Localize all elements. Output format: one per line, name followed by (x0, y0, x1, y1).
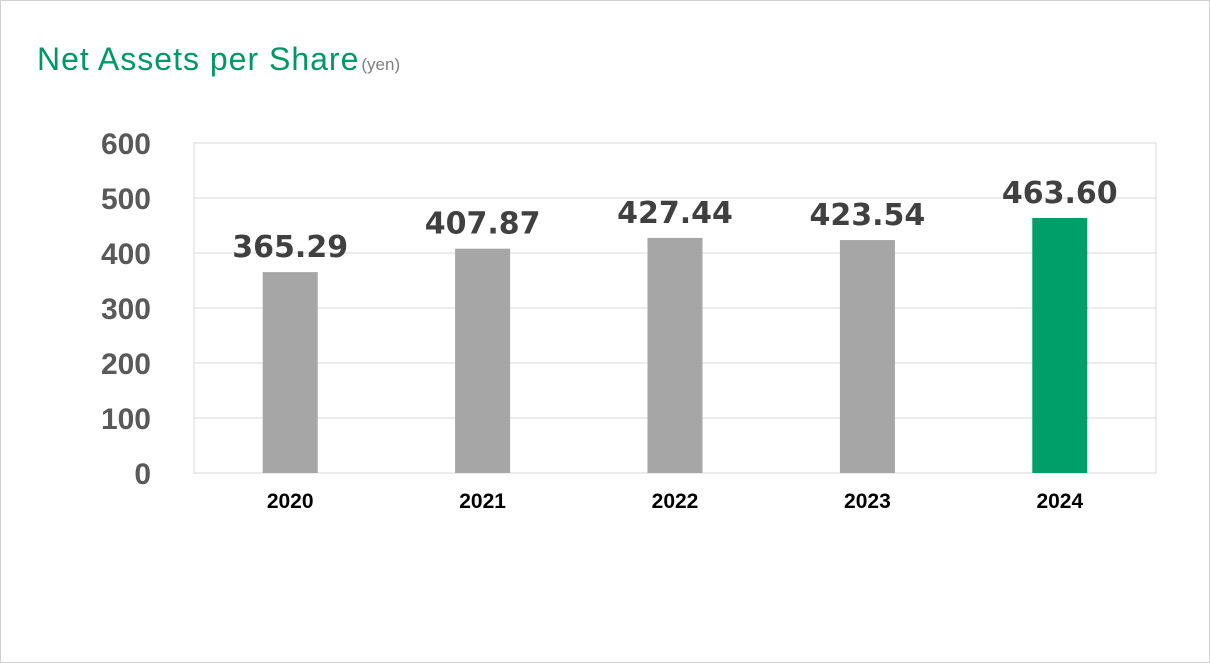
x-tick-label: 2021 (459, 490, 506, 513)
y-tick-label: 400 (101, 238, 151, 271)
y-tick-label: 300 (101, 293, 151, 326)
y-tick-label: 200 (101, 348, 151, 381)
x-tick-label: 2023 (844, 490, 891, 513)
data-label: 365.29 (232, 230, 348, 265)
bar (839, 240, 895, 473)
data-labels: 365.29 407.87 427.44 423.54 463.60 (232, 176, 1117, 265)
y-axis-tick-labels: 0 100 200 300 400 500 600 (101, 128, 151, 491)
y-tick-label: 0 (134, 458, 151, 491)
data-label: 463.60 (1002, 176, 1118, 211)
chart-unit-label: (yen) (361, 55, 401, 74)
y-tick-label: 100 (101, 403, 151, 436)
bar (262, 272, 318, 473)
chart-title: Net Assets per Share (37, 41, 360, 77)
y-tick-label: 600 (101, 128, 151, 161)
data-label: 427.44 (617, 196, 733, 231)
bar (1032, 218, 1088, 473)
x-tick-label: 2020 (267, 490, 314, 513)
bar (647, 237, 703, 473)
data-label: 423.54 (810, 198, 926, 233)
x-tick-label: 2024 (1036, 490, 1083, 513)
bars (262, 218, 1088, 473)
data-label: 407.87 (425, 207, 541, 242)
bar (455, 248, 511, 473)
x-axis-tick-labels: 2020 2021 2022 2023 2024 (267, 490, 1084, 513)
x-tick-label: 2022 (652, 490, 699, 513)
y-tick-label: 500 (101, 183, 151, 216)
chart-title-block: Net Assets per Share (yen) (37, 41, 400, 78)
